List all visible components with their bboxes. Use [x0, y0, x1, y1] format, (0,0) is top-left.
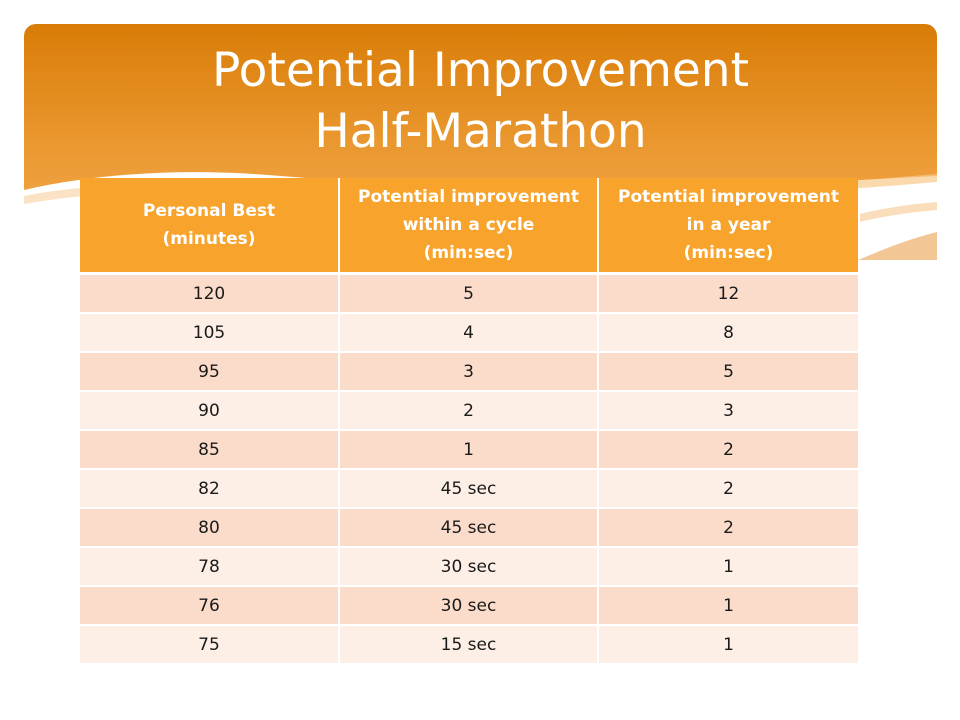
header-line: (min:sec) — [683, 243, 774, 263]
cell-personal-best: 82 — [80, 469, 340, 509]
table-row: 105 4 8 — [80, 313, 858, 353]
cell-personal-best: 90 — [80, 391, 340, 431]
header-line: within a cycle — [402, 215, 535, 235]
header-line: (minutes) — [162, 229, 256, 249]
header-line: Potential improvement — [618, 187, 839, 207]
header-improvement-cycle: Potential improvement within a cycle (mi… — [339, 178, 599, 275]
cell-personal-best: 75 — [80, 625, 340, 665]
cell-year-improvement: 8 — [598, 313, 858, 353]
table-row: 82 45 sec 2 — [80, 469, 858, 509]
cell-cycle-improvement: 4 — [339, 313, 599, 353]
cell-cycle-improvement: 2 — [339, 391, 599, 431]
cell-personal-best: 78 — [80, 547, 340, 587]
header-line: in a year — [686, 215, 771, 235]
cell-cycle-improvement: 3 — [339, 352, 599, 392]
table-row: 85 1 2 — [80, 430, 858, 470]
improvement-table: Personal Best (minutes) Potential improv… — [80, 178, 858, 665]
table-row: 80 45 sec 2 — [80, 508, 858, 548]
cell-year-improvement: 1 — [598, 625, 858, 665]
cell-personal-best: 105 — [80, 313, 340, 353]
title-line-1: Potential Improvement — [211, 43, 749, 98]
cell-year-improvement: 2 — [598, 469, 858, 509]
header-line: Personal Best — [142, 201, 276, 221]
table-row: 95 3 5 — [80, 352, 858, 392]
header-improvement-year: Potential improvement in a year (min:sec… — [598, 178, 858, 275]
cell-cycle-improvement: 45 sec — [339, 508, 599, 548]
cell-year-improvement: 3 — [598, 391, 858, 431]
table-row: 76 30 sec 1 — [80, 586, 858, 626]
cell-cycle-improvement: 5 — [339, 273, 599, 314]
table-row: 90 2 3 — [80, 391, 858, 431]
table-row: 78 30 sec 1 — [80, 547, 858, 587]
table-header-row: Personal Best (minutes) Potential improv… — [80, 178, 858, 275]
cell-personal-best: 85 — [80, 430, 340, 470]
cell-year-improvement: 1 — [598, 547, 858, 587]
header-line: Potential improvement — [358, 187, 579, 207]
cell-year-improvement: 2 — [598, 508, 858, 548]
cell-cycle-improvement: 30 sec — [339, 586, 599, 626]
cell-cycle-improvement: 30 sec — [339, 547, 599, 587]
header-line: (min:sec) — [423, 243, 514, 263]
cell-personal-best: 95 — [80, 352, 340, 392]
cell-personal-best: 76 — [80, 586, 340, 626]
table-row: 75 15 sec 1 — [80, 625, 858, 665]
cell-year-improvement: 1 — [598, 586, 858, 626]
table-row: 120 5 12 — [80, 273, 858, 314]
cell-cycle-improvement: 45 sec — [339, 469, 599, 509]
cell-cycle-improvement: 15 sec — [339, 625, 599, 665]
cell-year-improvement: 12 — [598, 273, 858, 314]
cell-year-improvement: 2 — [598, 430, 858, 470]
cell-year-improvement: 5 — [598, 352, 858, 392]
cell-personal-best: 80 — [80, 508, 340, 548]
cell-cycle-improvement: 1 — [339, 430, 599, 470]
title-line-2: Half-Marathon — [314, 104, 647, 159]
cell-personal-best: 120 — [80, 273, 340, 314]
header-personal-best: Personal Best (minutes) — [80, 178, 340, 275]
slide-title: Potential Improvement Half-Marathon — [24, 40, 937, 162]
